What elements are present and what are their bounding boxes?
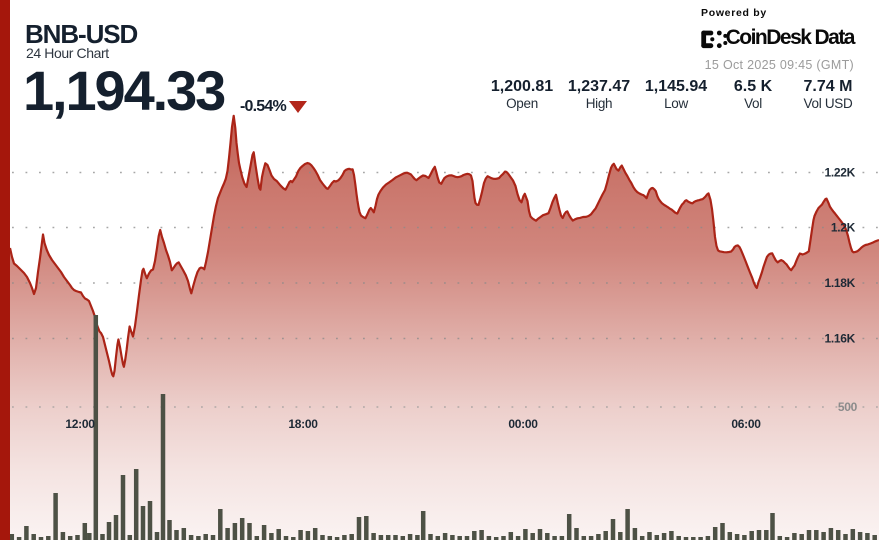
svg-text:18:00: 18:00: [288, 417, 318, 431]
svg-text:1.18K: 1.18K: [824, 276, 855, 290]
svg-text:1.22K: 1.22K: [824, 166, 855, 180]
svg-text:1.2K: 1.2K: [831, 221, 856, 235]
svg-text:06:00: 06:00: [731, 417, 761, 431]
svg-text:12:00: 12:00: [65, 417, 95, 431]
svg-text:500: 500: [838, 400, 858, 414]
svg-text:00:00: 00:00: [508, 417, 538, 431]
svg-text:1.16K: 1.16K: [824, 332, 855, 346]
